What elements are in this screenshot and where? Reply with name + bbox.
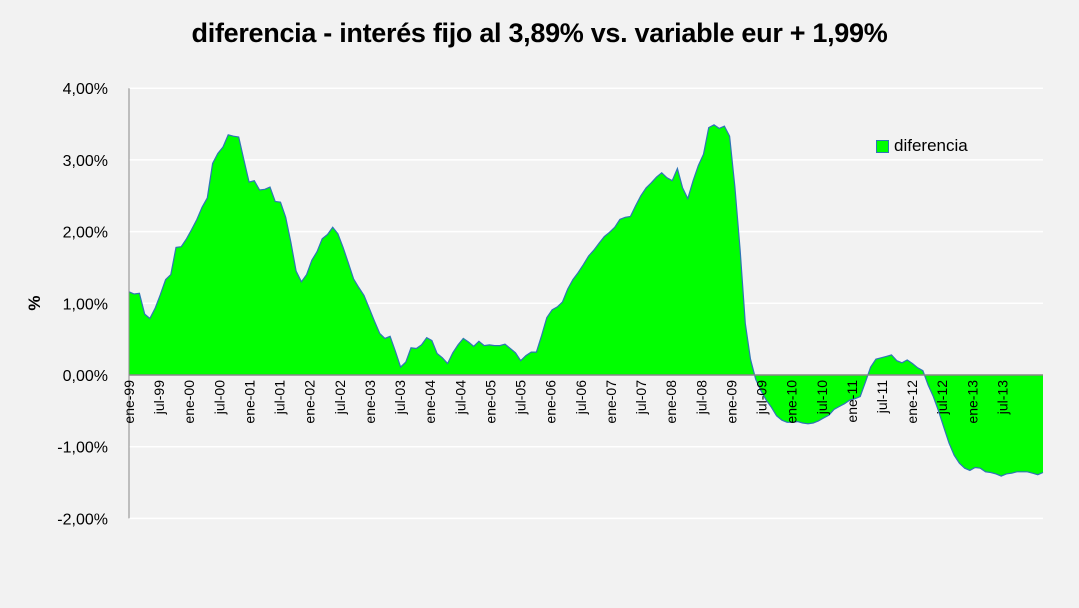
x-tick-label: jul-13 — [995, 380, 1011, 415]
x-tick-label: jul-02 — [332, 380, 348, 415]
y-axis-label: % — [25, 295, 44, 310]
x-tick-label: jul-11 — [874, 380, 890, 414]
area-fill — [129, 124, 1043, 477]
y-tick-label: 4,00% — [63, 81, 108, 98]
x-tick-label: jul-01 — [272, 380, 288, 415]
axes — [128, 88, 1043, 519]
x-tick-label: jul-08 — [693, 380, 709, 415]
y-tick-label: 1,00% — [63, 296, 108, 313]
x-tick-label: ene-03 — [362, 380, 378, 424]
y-axis-ticks: 4,00% 3,00% 2,00% 1,00% 0,00% -1,00% -2,00% — [57, 81, 108, 528]
chart-title: diferencia - interés fijo al 3,89% vs. v… — [191, 18, 888, 48]
y-tick-label: 2,00% — [63, 225, 108, 242]
area-outline — [128, 124, 1044, 477]
x-tick-label: ene-12 — [904, 380, 920, 424]
x-tick-label: ene-11 — [844, 380, 860, 423]
x-tick-label: ene-99 — [121, 380, 137, 424]
y-tick-label: 3,00% — [63, 153, 108, 170]
x-axis-ticks: ene-99 jul-99 ene-00 jul-00 ene-01 jul-01 ene-… — [121, 380, 1011, 424]
x-tick-label: jul-06 — [573, 380, 589, 415]
x-tick-label: jul-05 — [513, 380, 529, 415]
x-tick-label: jul-09 — [754, 380, 770, 415]
x-tick-label: ene-05 — [482, 380, 498, 424]
x-tick-label: ene-04 — [422, 380, 438, 424]
x-tick-label: jul-03 — [392, 380, 408, 415]
x-tick-label: ene-13 — [964, 380, 980, 424]
x-tick-label: jul-00 — [211, 380, 227, 415]
x-tick-label: ene-01 — [242, 380, 258, 424]
x-tick-label: ene-08 — [663, 380, 679, 424]
x-tick-label: jul-04 — [452, 380, 468, 415]
x-tick-label: ene-00 — [181, 380, 197, 424]
x-tick-label: ene-07 — [603, 380, 619, 424]
legend-swatch-icon — [876, 139, 889, 153]
x-tick-label: jul-07 — [633, 380, 649, 415]
legend-label: diferencia — [894, 136, 968, 155]
x-tick-label: ene-06 — [543, 380, 559, 424]
x-tick-label: jul-99 — [151, 380, 167, 415]
x-tick-label: ene-10 — [784, 380, 800, 424]
x-tick-label: jul-10 — [814, 380, 830, 415]
x-tick-label: ene-09 — [723, 380, 739, 424]
legend: diferencia — [876, 136, 968, 156]
y-tick-label: 0,00% — [63, 368, 108, 385]
x-tick-label: ene-02 — [302, 380, 318, 424]
data-area — [128, 124, 1044, 477]
y-tick-label: -1,00% — [57, 440, 108, 457]
x-tick-label: jul-12 — [934, 380, 950, 415]
y-tick-label: -2,00% — [57, 511, 108, 528]
